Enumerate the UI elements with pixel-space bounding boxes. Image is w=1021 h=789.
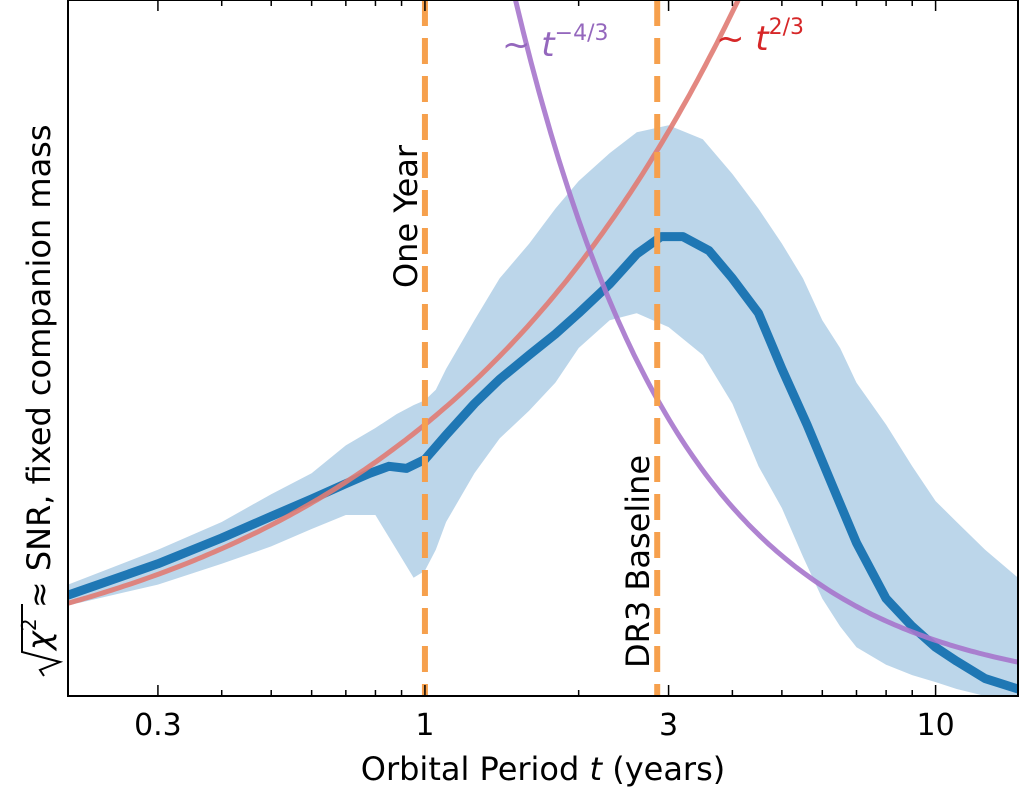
x-tick-label: 10 — [917, 708, 955, 743]
vline-label-0: One Year — [387, 144, 425, 288]
vline-label-1: DR3 Baseline — [619, 455, 657, 668]
x-tick-label: 0.3 — [134, 708, 182, 743]
x-axis-label: Orbital Period t (years) — [361, 750, 725, 788]
svg-text:χ2 ≈ SNR, fixed companion mass: χ2 ≈ SNR, fixed companion mass — [17, 124, 58, 652]
x-tick-label: 3 — [659, 708, 678, 743]
y-axis-label: χ2 ≈ SNR, fixed companion mass — [17, 124, 64, 677]
median-line — [68, 232, 1018, 694]
pow-two-thirds-label: ~ t2/3 — [716, 15, 804, 59]
pow-neg-four-thirds-curve — [512, 0, 1018, 665]
confidence-band — [68, 125, 1018, 696]
pow-neg-four-thirds-label: ~ t−4/3 — [502, 21, 608, 65]
x-tick-label: 1 — [415, 708, 434, 743]
pow-two-thirds-curve — [68, 0, 741, 606]
plot-frame — [67, 0, 1019, 697]
sqrt-sign — [21, 604, 64, 677]
